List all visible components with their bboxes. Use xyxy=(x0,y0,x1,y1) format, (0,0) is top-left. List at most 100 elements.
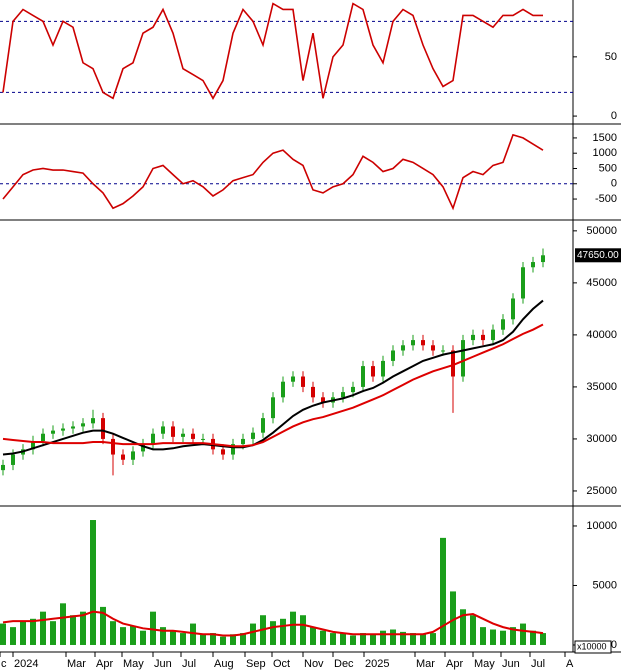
x-tick-label: Nov xyxy=(304,658,324,670)
candle-body xyxy=(481,334,485,341)
candle-body xyxy=(91,418,95,424)
volume-bar xyxy=(340,633,346,645)
candle-body xyxy=(271,397,275,419)
series-line xyxy=(2,323,544,448)
candle-body xyxy=(61,428,65,431)
candle-body xyxy=(511,298,515,320)
series-line xyxy=(2,610,544,637)
candle-body xyxy=(491,329,495,341)
x-tick-label: Apr xyxy=(96,658,113,670)
candle-body xyxy=(221,449,225,455)
x-tick-label: Jun xyxy=(154,658,172,670)
candle-body xyxy=(141,444,145,452)
volume-bar xyxy=(530,630,536,645)
volume-bar xyxy=(160,627,166,645)
volume-bar xyxy=(380,630,386,645)
volume-bar xyxy=(410,633,416,645)
candle-body xyxy=(301,376,305,387)
volume-bar xyxy=(420,634,426,645)
candle-body xyxy=(261,418,265,433)
candle-body xyxy=(231,444,235,455)
volume-bar xyxy=(500,630,506,645)
x-tick-label: Apr xyxy=(446,658,463,670)
volume-bar xyxy=(430,633,436,645)
candle-body xyxy=(161,426,165,434)
y-tick-label: 500 xyxy=(599,162,617,174)
candle-body xyxy=(461,340,465,377)
candle-body xyxy=(371,366,375,377)
y-tick-label: 30000 xyxy=(586,433,617,445)
candle-body xyxy=(111,438,115,455)
candle-body xyxy=(131,451,135,460)
x-tick-label: May xyxy=(474,658,495,670)
candle-body xyxy=(181,433,185,437)
volume-bar xyxy=(300,615,306,645)
x-tick-label: Dec xyxy=(334,658,354,670)
candle-body xyxy=(31,441,35,450)
volume-bar xyxy=(360,633,366,645)
volume-bar xyxy=(10,627,16,645)
volume-bar xyxy=(190,623,196,645)
candle-body xyxy=(541,255,545,263)
candle-body xyxy=(101,418,105,439)
x-tick-label: c xyxy=(1,658,7,670)
volume-bar xyxy=(270,621,276,645)
series-line xyxy=(2,299,544,456)
x-tick-label: Jul xyxy=(182,658,196,670)
volume-bar xyxy=(180,633,186,645)
volume-bar xyxy=(230,634,236,645)
volume-bar xyxy=(110,621,116,645)
series-line xyxy=(2,133,544,211)
volume-bar xyxy=(80,611,86,645)
candle-body xyxy=(341,392,345,398)
volume-bar xyxy=(310,627,316,645)
volume-bar xyxy=(400,631,406,645)
volume-bar xyxy=(30,618,36,645)
candle-body xyxy=(241,438,245,445)
volume-bar xyxy=(120,627,126,645)
candle-body xyxy=(251,432,255,439)
candle-body xyxy=(521,267,525,299)
volume-bar xyxy=(370,634,376,645)
y-tick-label: 5000 xyxy=(593,579,617,591)
last-price-box xyxy=(575,248,621,263)
x-tick-label: Jun xyxy=(502,658,520,670)
y-tick-label: 1000 xyxy=(593,147,617,159)
candle-body xyxy=(311,386,315,398)
volume-bar xyxy=(210,633,216,645)
volume-bar xyxy=(240,633,246,645)
volume-bar xyxy=(0,623,6,645)
x-tick-label: Jul xyxy=(531,658,545,670)
candle-body xyxy=(501,319,505,330)
x-tick-label: Sep xyxy=(246,658,266,670)
y-tick-label: 1500 xyxy=(593,132,617,144)
x-tick-label: Aug xyxy=(214,658,234,670)
volume-bar xyxy=(510,627,516,645)
candle-body xyxy=(421,340,425,346)
volume-bar xyxy=(480,627,486,645)
candle-body xyxy=(41,433,45,442)
candle-body xyxy=(361,366,365,387)
x-tick-label: Oct xyxy=(273,658,290,670)
y-tick-label: -500 xyxy=(595,193,617,205)
candle-body xyxy=(171,426,175,437)
volume-bar xyxy=(440,537,446,645)
volume-bar xyxy=(100,606,106,645)
y-tick-label: 50 xyxy=(605,51,617,63)
candle-body xyxy=(531,262,535,268)
y-tick-label: 10000 xyxy=(586,520,617,532)
candle-body xyxy=(351,386,355,393)
volume-bar xyxy=(470,615,476,645)
candle-body xyxy=(201,438,205,440)
volume-bar xyxy=(490,629,496,645)
y-tick-label: 40000 xyxy=(586,329,617,341)
volume-bar xyxy=(150,611,156,645)
candle-body xyxy=(151,433,155,445)
y-tick-label: 0 xyxy=(611,110,617,122)
volume-bar xyxy=(330,633,336,645)
candle-body xyxy=(411,340,415,346)
x-tick-label: 2024 xyxy=(14,658,38,670)
volume-bar xyxy=(290,611,296,645)
candle-body xyxy=(471,334,475,341)
